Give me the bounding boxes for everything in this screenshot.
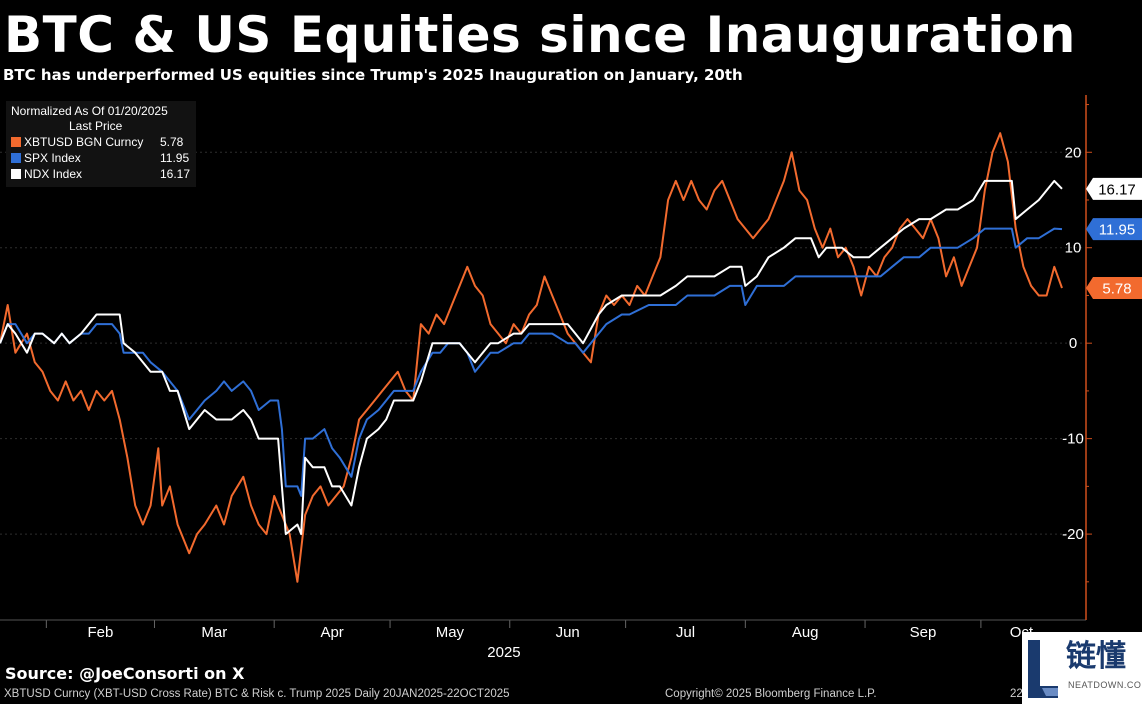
legend-value-spx: 11.95 — [160, 151, 190, 165]
watermark-en-text: NEATDOWN.COM — [1068, 680, 1142, 690]
series-line-ndx — [0, 179, 1063, 536]
x-tick-label: Aug — [792, 624, 819, 641]
footer-date-fragment: 22 — [1010, 688, 1023, 700]
last-value-tag-shape — [1086, 218, 1142, 241]
legend-item-btc: XBTUSD BGN Curncy 5.78 — [11, 134, 191, 150]
chart-subtitle: BTC has underperformed US equities since… — [3, 66, 743, 84]
last-value-tag-text: 5.78 — [1102, 281, 1131, 298]
last-value-tag-text: 11.95 — [1099, 222, 1135, 239]
legend-item-ndx: NDX Index 16.17 — [11, 166, 191, 182]
legend-item-spx: SPX Index 11.95 — [11, 150, 191, 166]
legend-value-ndx: 16.17 — [160, 167, 191, 181]
y-tick-label: 10 — [1065, 240, 1082, 257]
y-tick-label: 0 — [1069, 335, 1077, 352]
x-tick-label: Sep — [910, 624, 937, 641]
legend-label-btc: XBTUSD BGN Curncy — [24, 135, 144, 149]
chart-title: BTC & US Equities since Inauguration — [4, 6, 1076, 64]
x-tick-label: Apr — [320, 624, 343, 641]
y-tick-label: -20 — [1062, 526, 1084, 543]
last-value-tag-ndx: 16.17 — [1086, 177, 1142, 200]
legend-subheading: Last Price — [69, 119, 123, 133]
x-tick-label: Mar — [201, 624, 227, 641]
last-value-tag-spx: 11.95 — [1086, 218, 1142, 241]
x-tick-label: Feb — [87, 624, 113, 641]
source-credit: Source: @JoeConsorti on X — [5, 664, 245, 683]
legend-swatch-spx — [11, 153, 21, 163]
copyright-notice: Copyright© 2025 Bloomberg Finance L.P. — [665, 688, 877, 700]
legend-heading: Normalized As Of 01/20/2025 — [11, 104, 168, 118]
watermark-logo-icon — [1028, 640, 1058, 698]
legend-label-ndx: NDX Index — [24, 167, 83, 181]
watermark-cn-text: 链懂 — [1066, 639, 1126, 674]
y-tick-label: -10 — [1062, 431, 1084, 448]
legend-swatch-ndx — [11, 169, 21, 179]
x-tick-label: May — [436, 624, 465, 641]
x-year-label: 2025 — [487, 644, 520, 661]
ticker-description: XBTUSD Curncy (XBT-USD Cross Rate) BTC &… — [4, 688, 510, 700]
x-tick-label: Jul — [676, 624, 695, 641]
series-line-btc — [0, 132, 1063, 583]
legend-swatch-btc — [11, 137, 21, 147]
last-value-tag-shape — [1086, 177, 1142, 200]
legend: Normalized As Of 01/20/2025 Last Price X… — [6, 101, 196, 187]
legend-label-spx: SPX Index — [24, 151, 81, 165]
last-value-tag-shape — [1086, 277, 1142, 300]
x-tick-label: Jun — [556, 624, 580, 641]
last-value-tag-btc: 5.78 — [1086, 277, 1142, 300]
legend-value-btc: 5.78 — [160, 135, 184, 149]
watermark-badge: 链懂 NEATDOWN.COM — [1022, 632, 1142, 704]
y-tick-label: 20 — [1065, 144, 1082, 161]
last-value-tag-text: 16.17 — [1098, 181, 1136, 198]
